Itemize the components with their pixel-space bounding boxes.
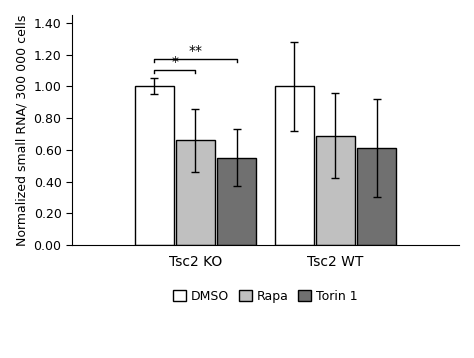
Text: *: * <box>172 55 178 69</box>
Legend: DMSO, Rapa, Torin 1: DMSO, Rapa, Torin 1 <box>168 285 363 308</box>
Bar <box>357 148 396 245</box>
Text: **: ** <box>189 44 202 58</box>
Bar <box>316 136 355 245</box>
Bar <box>217 158 256 245</box>
Bar <box>176 140 215 245</box>
Bar <box>275 86 314 245</box>
Y-axis label: Normalized small RNA/ 300 000 cells: Normalized small RNA/ 300 000 cells <box>15 14 28 246</box>
Bar <box>135 86 174 245</box>
